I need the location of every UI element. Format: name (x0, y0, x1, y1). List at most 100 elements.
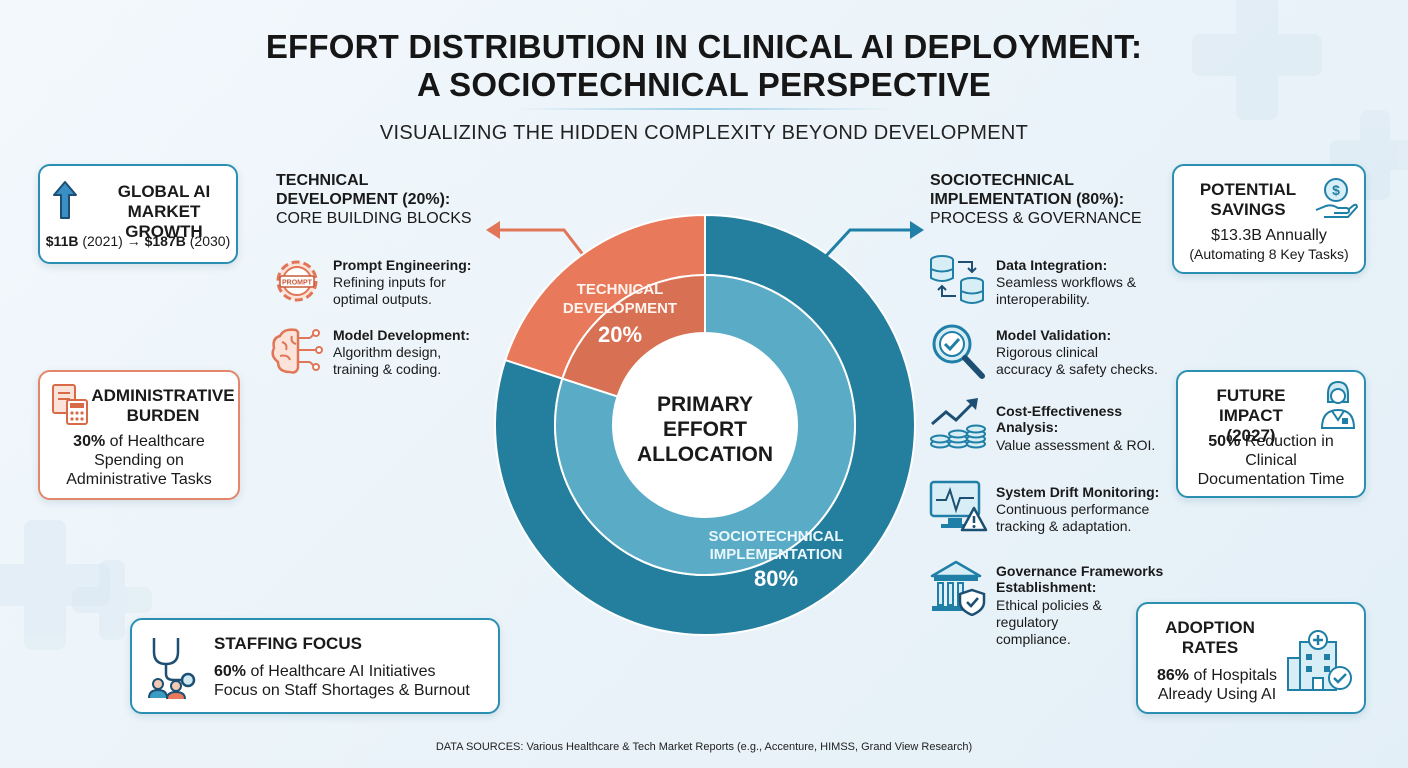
system-drift-title: System Drift Monitoring: (996, 484, 1159, 500)
admin-burden-text-1: of Healthcare (109, 433, 205, 450)
administrative-burden-card: ADMINISTRATIVE BURDEN 30% of Healthcare … (38, 370, 240, 500)
adoption-percent: 86% (1156, 667, 1189, 684)
page-title-line-1: EFFORT DISTRIBUTION IN CLINICAL AI DEPLO… (265, 28, 1143, 65)
data-integration-title: Data Integration: (996, 257, 1107, 273)
model-development-title: Model Development: (333, 327, 470, 343)
admin-burden-title: ADMINISTRATIVE BURDEN (90, 386, 236, 426)
background-cross-decoration (1192, 0, 1322, 120)
future-text-1: Reduction in (1244, 433, 1334, 450)
year-2030: (2030) (189, 233, 231, 249)
technical-section-header: TECHNICAL DEVELOPMENT (20%): CORE BUILDI… (276, 171, 496, 228)
title-divider (512, 108, 896, 110)
data-integration-title-line: Data Integration: (996, 257, 1108, 273)
growth-coins-icon (930, 398, 986, 449)
background-cross-decoration (72, 560, 152, 640)
admin-burden-percent: 30% (73, 433, 106, 450)
staffing-text-1: of Healthcare AI Initiatives (250, 663, 436, 680)
cost-title-line: Analysis: (996, 419, 1059, 435)
data-integration-desc-line: interoperability. (996, 291, 1090, 307)
adoption-title-line: RATES (1181, 638, 1239, 657)
savings-title-line: SAVINGS (1210, 200, 1286, 219)
center-label-line: PRIMARY (657, 393, 753, 416)
technical-slice-value: 20% (598, 322, 642, 347)
future-impact-card: FUTURE IMPACT (2027) 50% Reduction in Cl… (1176, 370, 1366, 498)
adoption-card-text: 86% of Hospitals Already Using AI (1144, 666, 1290, 704)
technical-section-title: TECHNICAL (276, 172, 369, 189)
savings-line-1: $13.3B Annually (1211, 227, 1327, 244)
cost-effectiveness-desc: Value assessment & ROI. (996, 437, 1155, 454)
model-development-desc: Algorithm design, training & coding. (333, 344, 441, 378)
year-2021: (2021) (82, 233, 123, 249)
savings-line-2: (Automating 8 Key Tasks) (1189, 246, 1349, 262)
future-impact-title: FUTURE IMPACT (2027) (1186, 386, 1316, 446)
data-integration-desc: Seamless workflows & interoperability. (996, 274, 1136, 308)
model-dev-desc-line: Algorithm design, (333, 344, 442, 360)
future-text-3: Documentation Time (1197, 471, 1345, 488)
technical-section-title: DEVELOPMENT (20%): (276, 191, 451, 208)
effort-allocation-donut-chart: PRIMARY EFFORT ALLOCATION TECHNICAL DEVE… (494, 213, 916, 636)
adoption-text-1: of Hospitals (1193, 667, 1278, 684)
page-subtitle: VISUALIZING THE HIDDEN COMPLEXITY BEYOND… (379, 122, 1029, 144)
sociotechnical-section-title: IMPLEMENTATION (80%): (930, 191, 1125, 208)
technical-slice-label: DEVELOPMENT (563, 300, 677, 317)
sociotechnical-slice-inner (554, 273, 856, 576)
prompt-desc-line: optimal outputs. (333, 291, 432, 307)
governance-desc-line: compliance. (996, 631, 1071, 647)
documents-calculator-icon (52, 384, 88, 425)
sociotechnical-slice-label: SOCIOTECHNICAL (709, 528, 844, 545)
system-drift-desc: Continuous performance tracking & adapta… (996, 501, 1149, 535)
technical-slice-label: TECHNICAL (577, 281, 664, 298)
monitor-warning-icon (929, 480, 988, 532)
drift-desc-line: Continuous performance (996, 501, 1150, 517)
future-impact-percent: 50% (1208, 433, 1241, 450)
magnifier-check-icon (932, 324, 985, 379)
staffing-card-title: STAFFING FOCUS (214, 634, 362, 653)
governance-desc-line: Ethical policies & (996, 597, 1102, 613)
model-validation-title-line: Model Validation: (996, 327, 1112, 343)
center-label-line: ALLOCATION (637, 443, 773, 466)
admin-title-line: BURDEN (126, 406, 200, 425)
arrow-up-icon (53, 181, 77, 219)
staffing-percent: 60% (214, 663, 247, 680)
technical-pointer-arrow (486, 221, 586, 257)
adoption-title-line: ADOPTION (1165, 618, 1255, 637)
stethoscope-staff-icon (148, 638, 196, 700)
prompt-engineering-desc: Refining inputs for optimal outputs. (333, 274, 446, 308)
prompt-engineering-title: Prompt Engineering: (333, 257, 472, 273)
adoption-rates-card: ADOPTION RATES 86% of Hospitals Already … (1136, 602, 1366, 714)
admin-burden-text: 30% of Healthcare Spending on Administra… (40, 432, 238, 489)
future-text-2: Clinical (1245, 452, 1297, 469)
svg-text:PROMPT: PROMPT (282, 280, 313, 287)
model-validation-desc: Rigorous clinical accuracy & safety chec… (996, 344, 1158, 378)
savings-card-title: POTENTIAL SAVINGS (1188, 180, 1308, 220)
donut-hole (613, 333, 797, 517)
savings-card-text: $13.3B Annually (Automating 8 Key Tasks) (1174, 226, 1364, 264)
potential-savings-card: POTENTIAL SAVINGS $ $13.3B Annually (Aut… (1172, 164, 1366, 274)
center-label-line: EFFORT (663, 418, 747, 441)
growth-arrow-glyph: → (126, 233, 141, 249)
model-validation-title: Model Validation: (996, 327, 1111, 343)
technical-section-subtitle: CORE BUILDING BLOCKS (276, 210, 472, 227)
governance-title-line: Establishment: (996, 579, 1097, 595)
sociotechnical-section-header: SOCIOTECHNICAL IMPLEMENTATION (80%): PRO… (930, 171, 1160, 228)
sociotechnical-slice-value: 80% (754, 566, 798, 591)
governance-title: Governance Frameworks Establishment: (996, 563, 1163, 595)
doctor-icon (1320, 380, 1356, 429)
prompt-desc-line: Refining inputs for (333, 274, 446, 290)
gear-prompt-icon: PROMPT (276, 260, 318, 302)
global-ai-growth-values: $11B (2021) → $187B (2030) (40, 232, 236, 251)
global-ai-card-title: GLOBAL AI MARKET GROWTH (94, 182, 234, 242)
svg-text:$: $ (1332, 182, 1340, 198)
model-dev-desc-line: training & coding. (333, 361, 442, 377)
future-title-line: FUTURE IMPACT (1216, 386, 1286, 425)
data-integration-desc-line: Seamless workflows & (996, 274, 1137, 290)
page-title: EFFORT DISTRIBUTION IN CLINICAL AI DEPLO… (0, 28, 1408, 104)
global-ai-market-card: GLOBAL AI MARKET GROWTH $11B (2021) → $1… (38, 164, 238, 264)
global-ai-title-line: MARKET GROWTH (125, 202, 203, 241)
background-cross-decoration (0, 520, 110, 650)
future-title-line: (2027) (1226, 426, 1276, 445)
adoption-text-2: Already Using AI (1157, 686, 1277, 703)
sociotechnical-slice-label: IMPLEMENTATION (710, 546, 843, 563)
data-sources-footer: DATA SOURCES: Various Healthcare & Tech … (435, 741, 973, 753)
cost-desc-line: Value assessment & ROI. (996, 437, 1156, 453)
